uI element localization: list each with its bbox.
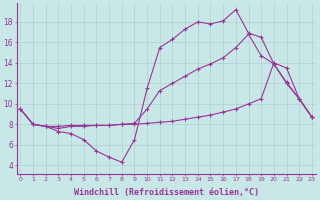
X-axis label: Windchill (Refroidissement éolien,°C): Windchill (Refroidissement éolien,°C) [74,188,259,197]
